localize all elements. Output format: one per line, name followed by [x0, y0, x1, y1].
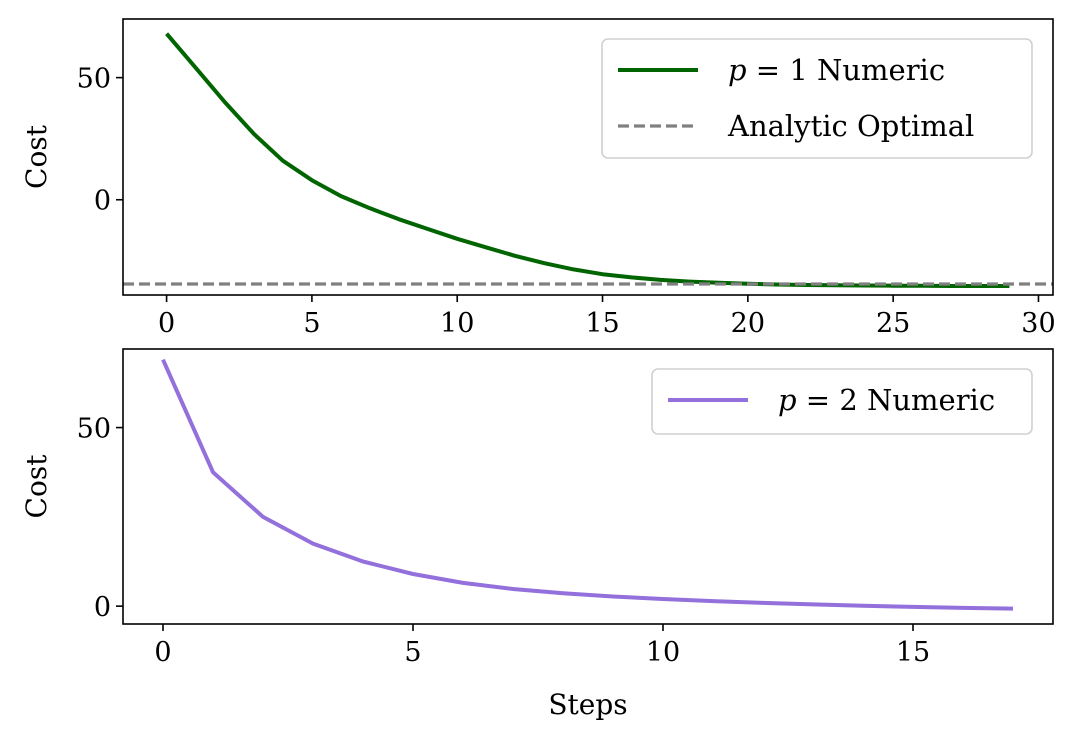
y-tick-label: 50	[77, 414, 111, 445]
x-tick-label: 5	[303, 308, 320, 339]
x-tick-label: 0	[154, 637, 171, 668]
y-tick-label: 0	[94, 186, 111, 217]
legend: p = 1 Numeric Analytic Optimal	[601, 38, 1033, 159]
axes-frame	[122, 18, 1054, 296]
legend: p = 2 Numeric	[651, 368, 1033, 435]
legend-box	[651, 368, 1033, 435]
x-tick-label: 5	[404, 637, 421, 668]
y-tick-label: 50	[77, 64, 111, 95]
legend-label-1: Analytic Optimal	[727, 109, 974, 143]
x-axis-label: Steps	[548, 688, 627, 721]
x-tick-label: 15	[896, 637, 930, 668]
series-0-line	[161, 358, 1014, 611]
x-tick-label: 0	[158, 308, 175, 339]
x-tick-label: 10	[646, 637, 680, 668]
top-panel: 0 5 10 15 20 25 30 0 50 Cost p = 1 Numeric Analytic…	[20, 18, 1056, 339]
bottom-panel: 0 5 10 15 0 50 Cost Steps p = 2 Numeric	[20, 348, 1054, 721]
x-tick-label: 20	[731, 308, 765, 339]
legend-box	[601, 38, 1033, 159]
y-axis-label: Cost	[20, 124, 53, 189]
legend-label-0: p = 2 Numeric	[778, 383, 995, 417]
x-tick-label: 25	[876, 308, 910, 339]
y-axis-label: Cost	[20, 454, 53, 519]
x-tick-label: 15	[585, 308, 619, 339]
axes-frame	[122, 348, 1054, 625]
y-tick-label: 0	[94, 592, 111, 623]
x-tick-label: 30	[1021, 308, 1055, 339]
legend-label-0: p = 1 Numeric	[728, 53, 945, 87]
x-tick-label: 10	[440, 308, 474, 339]
